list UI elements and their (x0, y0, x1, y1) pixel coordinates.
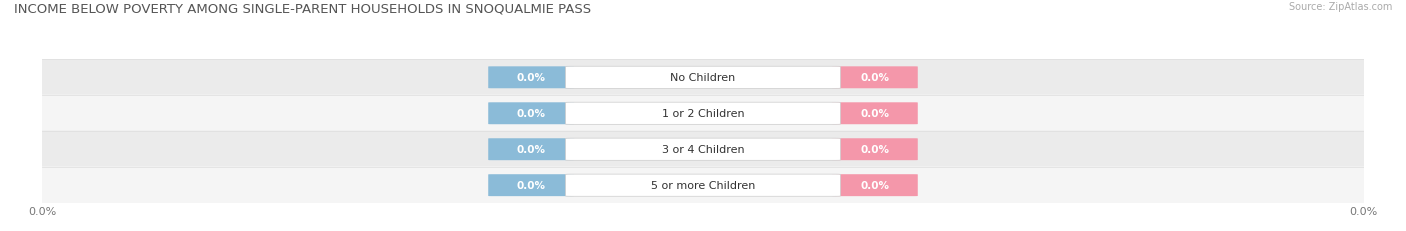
Text: 0.0%: 0.0% (516, 180, 546, 190)
FancyBboxPatch shape (30, 131, 1376, 168)
FancyBboxPatch shape (30, 95, 1376, 132)
Text: 5 or more Children: 5 or more Children (651, 180, 755, 190)
FancyBboxPatch shape (488, 139, 574, 161)
FancyBboxPatch shape (832, 174, 918, 196)
FancyBboxPatch shape (832, 67, 918, 89)
Text: 0.0%: 0.0% (860, 145, 890, 155)
Text: No Children: No Children (671, 73, 735, 83)
Text: 0.0%: 0.0% (516, 145, 546, 155)
Text: Source: ZipAtlas.com: Source: ZipAtlas.com (1288, 2, 1392, 12)
FancyBboxPatch shape (488, 103, 574, 125)
FancyBboxPatch shape (565, 174, 841, 196)
Text: 3 or 4 Children: 3 or 4 Children (662, 145, 744, 155)
FancyBboxPatch shape (565, 103, 841, 125)
Text: 0.0%: 0.0% (860, 180, 890, 190)
Text: INCOME BELOW POVERTY AMONG SINGLE-PARENT HOUSEHOLDS IN SNOQUALMIE PASS: INCOME BELOW POVERTY AMONG SINGLE-PARENT… (14, 2, 591, 15)
Text: 0.0%: 0.0% (516, 109, 546, 119)
Text: 1 or 2 Children: 1 or 2 Children (662, 109, 744, 119)
FancyBboxPatch shape (832, 139, 918, 161)
FancyBboxPatch shape (565, 67, 841, 89)
Text: 0.0%: 0.0% (516, 73, 546, 83)
FancyBboxPatch shape (30, 167, 1376, 204)
FancyBboxPatch shape (832, 103, 918, 125)
Text: 0.0%: 0.0% (860, 109, 890, 119)
Text: 0.0%: 0.0% (860, 73, 890, 83)
FancyBboxPatch shape (565, 139, 841, 161)
FancyBboxPatch shape (488, 174, 574, 196)
FancyBboxPatch shape (488, 67, 574, 89)
FancyBboxPatch shape (30, 59, 1376, 97)
